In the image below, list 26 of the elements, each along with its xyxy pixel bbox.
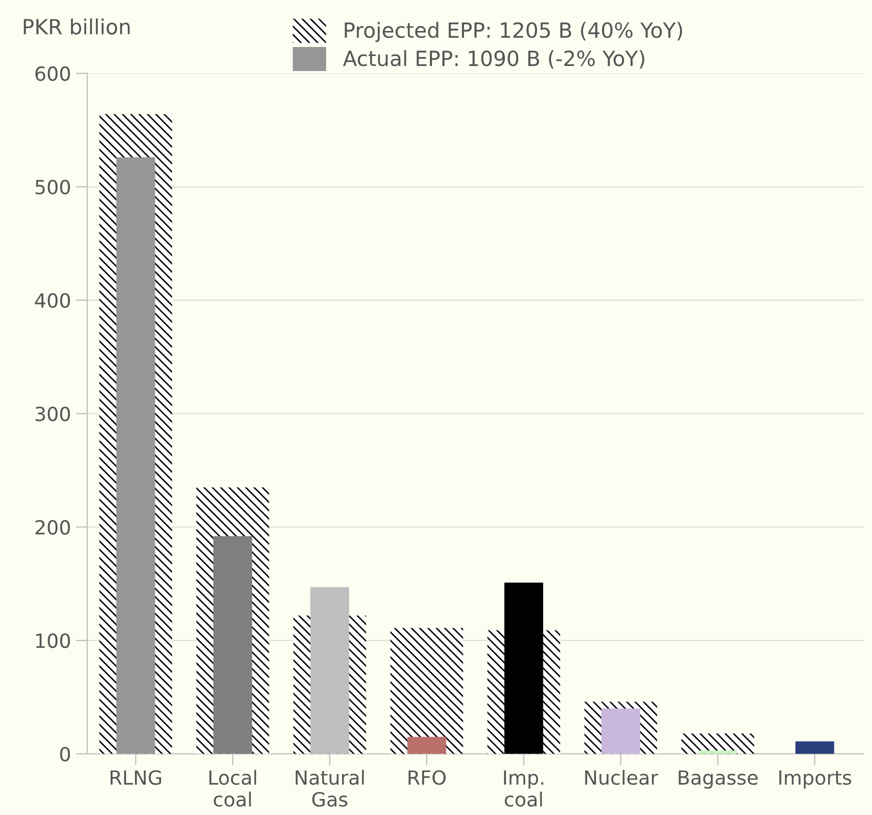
x-tick-label: RFO xyxy=(408,770,446,785)
bar xyxy=(681,733,754,754)
y-axis-title: PKR billion xyxy=(24,18,130,35)
x-tick-label: Bagasse xyxy=(678,770,758,789)
x-tick-label: Imports xyxy=(779,770,852,789)
legend-label: Projected EPP: 1205 B (40% YoY) xyxy=(344,22,682,42)
x-tick-label: RLNG xyxy=(110,770,162,785)
y-tick-label: 200 xyxy=(36,520,70,535)
y-tick-label: 500 xyxy=(36,180,70,194)
x-tick-label: Imp. coal xyxy=(504,770,544,807)
bar xyxy=(213,536,252,754)
bar xyxy=(601,708,640,754)
bar xyxy=(795,741,834,754)
x-tick-label: Natural Gas xyxy=(296,770,364,807)
y-tick-label: 0 xyxy=(60,746,70,762)
x-tick-label: Nuclear xyxy=(585,770,658,785)
bar xyxy=(390,628,464,754)
bar xyxy=(116,157,156,754)
bar xyxy=(407,736,446,754)
y-tick-label: 400 xyxy=(35,293,70,308)
x-tick-label: Local coal xyxy=(209,770,256,807)
legend-label: Actual EPP: 1090 B (-2% YoY) xyxy=(342,50,644,69)
bar xyxy=(504,582,544,754)
y-tick-label: 600 xyxy=(35,66,70,82)
y-tick-label: 300 xyxy=(36,406,70,422)
y-tick-label: 100 xyxy=(36,633,70,648)
